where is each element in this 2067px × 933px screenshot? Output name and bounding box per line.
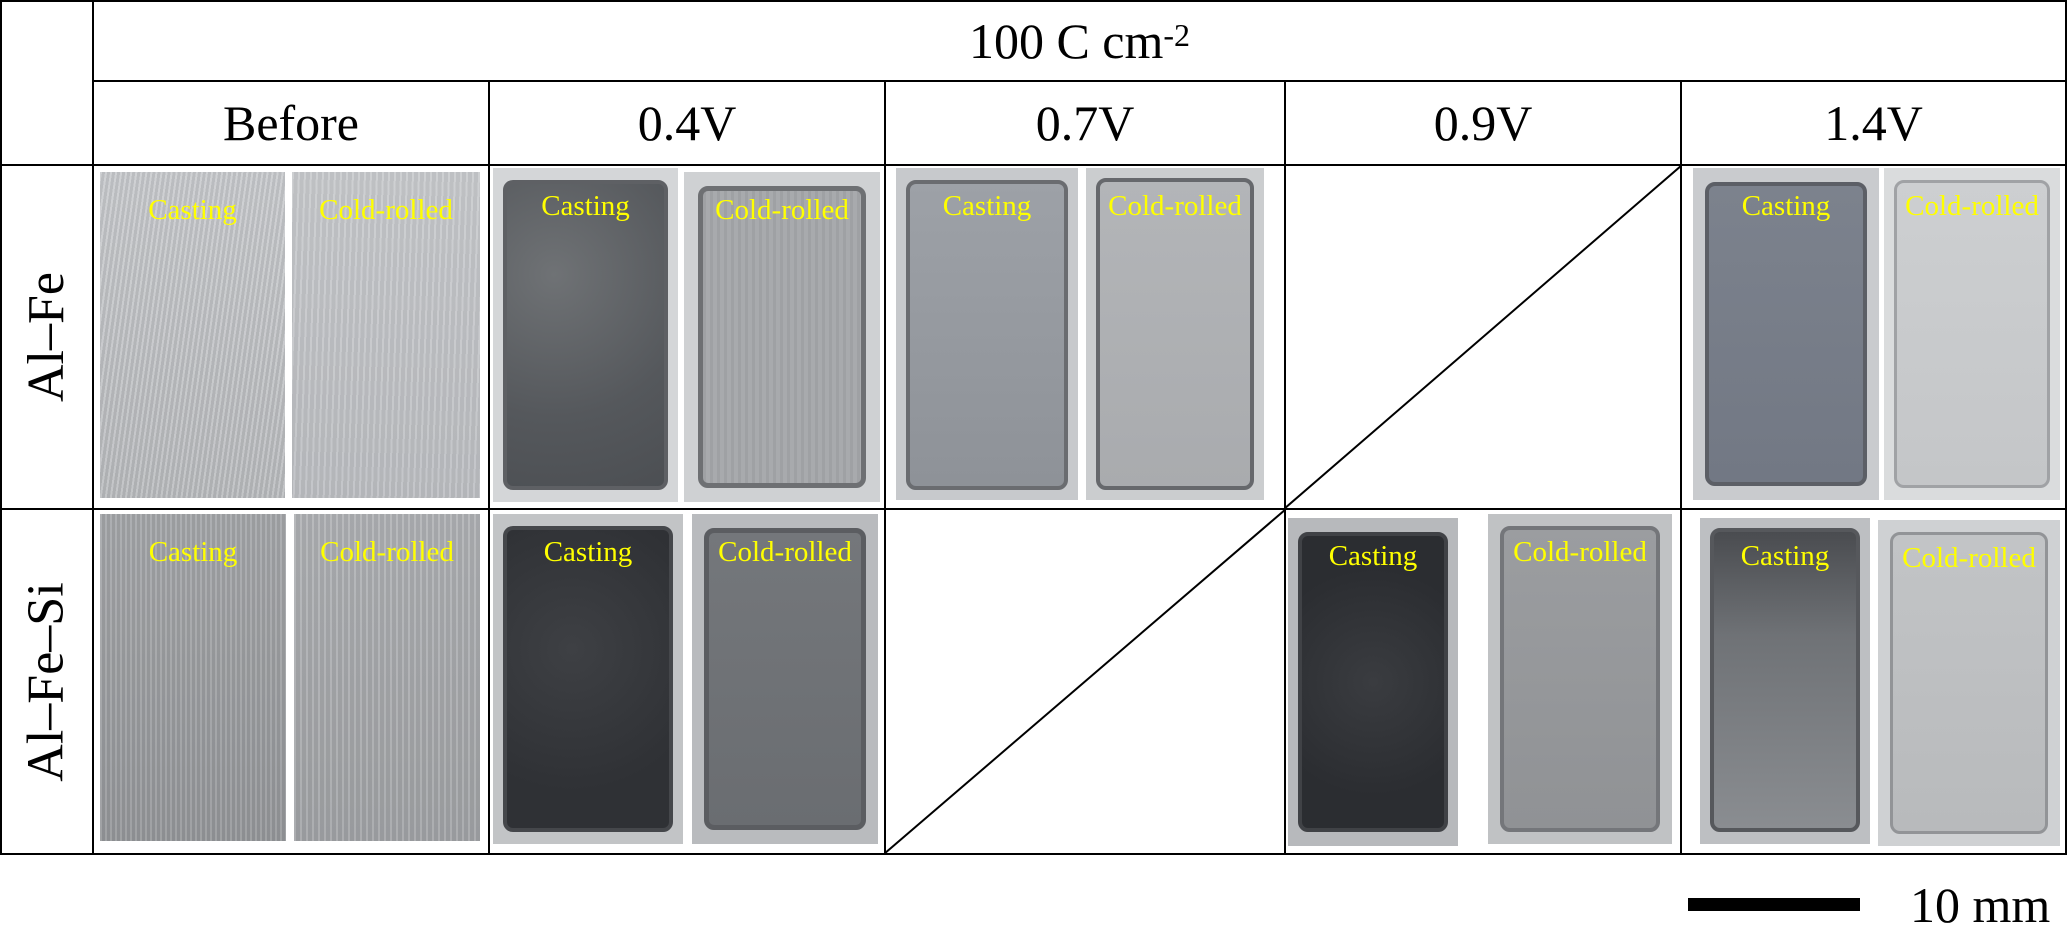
row-label-alfesi: Al–Fe–Si: [2, 510, 92, 853]
header-current-density: 100 C cm -2: [94, 2, 2065, 80]
sample-label-cold-rolled: Cold-rolled: [715, 194, 849, 226]
sample-label-casting: Casting: [942, 190, 1032, 222]
column-divider-1: [488, 80, 490, 855]
sample-alfe-0-4v-casting: Casting: [493, 168, 678, 502]
corroded-area: [1894, 180, 2050, 488]
sample-label-casting: Casting: [1328, 540, 1418, 572]
corroded-area: [1298, 532, 1448, 832]
label-column-divider: [92, 0, 94, 855]
table-border-bottom: [0, 853, 2067, 855]
sample-label-casting: Casting: [541, 190, 630, 222]
sample-label-cold-rolled: Cold-rolled: [320, 536, 454, 568]
column-divider-4: [1680, 80, 1682, 855]
sample-alfe-before-casting: Casting: [100, 172, 285, 498]
sample-alfesi-1-4v-casting: Casting: [1700, 518, 1870, 844]
sample-label-cold-rolled: Cold-rolled: [1905, 190, 2039, 222]
column-header-0-9v: 0.9V: [1433, 95, 1533, 151]
corroded-area: [1705, 182, 1867, 486]
column-header-0-7v: 0.7V: [1035, 95, 1135, 151]
header-title: 100 C cm: [968, 13, 1164, 69]
corroded-area: [1500, 526, 1660, 832]
sample-label-casting: Casting: [543, 536, 633, 568]
sample-label-casting: Casting: [148, 194, 237, 226]
sample-label-casting: Casting: [1741, 190, 1831, 222]
sample-label-cold-rolled: Cold-rolled: [1108, 190, 1242, 222]
sample-alfe-0-4v-cold-rolled: Cold-rolled: [684, 172, 880, 502]
scale-bar-label: 10 mm: [1910, 877, 2051, 933]
sample-alfesi-0-9v-cold-rolled: Cold-rolled: [1488, 514, 1672, 844]
column-divider-3: [1284, 80, 1286, 855]
header-bottom-line: [0, 164, 2067, 166]
sample-label-cold-rolled: Cold-rolled: [319, 194, 453, 226]
header-title-exponent: -2: [1163, 17, 1191, 53]
sample-label-cold-rolled: Cold-rolled: [1902, 542, 2036, 574]
sample-alfe-1-4v-cold-rolled: Cold-rolled: [1884, 168, 2060, 500]
empty-cell-diagonal-alfe-0-9v: [1284, 165, 1682, 509]
column-header-0-4v: 0.4V: [637, 95, 737, 151]
sample-alfesi-before-cold-rolled: Cold-rolled: [294, 514, 480, 841]
scale-bar: [1688, 898, 1860, 911]
sample-alfe-before-cold-rolled: Cold-rolled: [292, 172, 480, 498]
corroded-area: [503, 526, 673, 832]
corroded-area: [1710, 528, 1860, 832]
sample-label-cold-rolled: Cold-rolled: [1513, 536, 1647, 568]
column-divider-2: [884, 80, 886, 855]
sample-alfesi-before-casting: Casting: [100, 514, 286, 841]
corroded-area: [698, 186, 866, 488]
table-border-top: [0, 0, 2067, 2]
sample-alfesi-0-4v-cold-rolled: Cold-rolled: [692, 514, 878, 844]
column-header-before: Before: [222, 95, 360, 151]
row-label-alfe: Al–Fe: [2, 166, 92, 508]
corroded-area: [503, 180, 668, 490]
empty-cell-diagonal-alfesi-0-7v: [884, 509, 1286, 854]
row-divider: [0, 508, 2067, 510]
sample-alfesi-0-9v-casting: Casting: [1288, 518, 1458, 846]
corroded-area: [1890, 532, 2048, 834]
corroded-area: [704, 528, 866, 830]
sample-label-cold-rolled: Cold-rolled: [718, 536, 852, 568]
header-divider: [92, 80, 2067, 82]
table-border-left: [0, 0, 2, 855]
sample-alfe-0-7v-casting: Casting: [896, 168, 1078, 500]
sample-alfesi-0-4v-casting: Casting: [493, 514, 683, 844]
row-label-alfe-text: Al–Fe: [18, 272, 75, 402]
corroded-area: [1096, 178, 1254, 490]
column-header-1-4v: 1.4V: [1824, 95, 1923, 151]
sample-alfe-1-4v-casting: Casting: [1693, 168, 1879, 500]
table-border-right: [2065, 0, 2067, 855]
row-label-alfesi-text: Al–Fe–Si: [18, 581, 75, 782]
sample-label-casting: Casting: [1740, 540, 1830, 572]
sample-alfesi-1-4v-cold-rolled: Cold-rolled: [1878, 520, 2060, 846]
sample-alfe-0-7v-cold-rolled: Cold-rolled: [1086, 168, 1264, 500]
sample-label-casting: Casting: [148, 536, 238, 568]
corroded-area: [906, 180, 1068, 490]
